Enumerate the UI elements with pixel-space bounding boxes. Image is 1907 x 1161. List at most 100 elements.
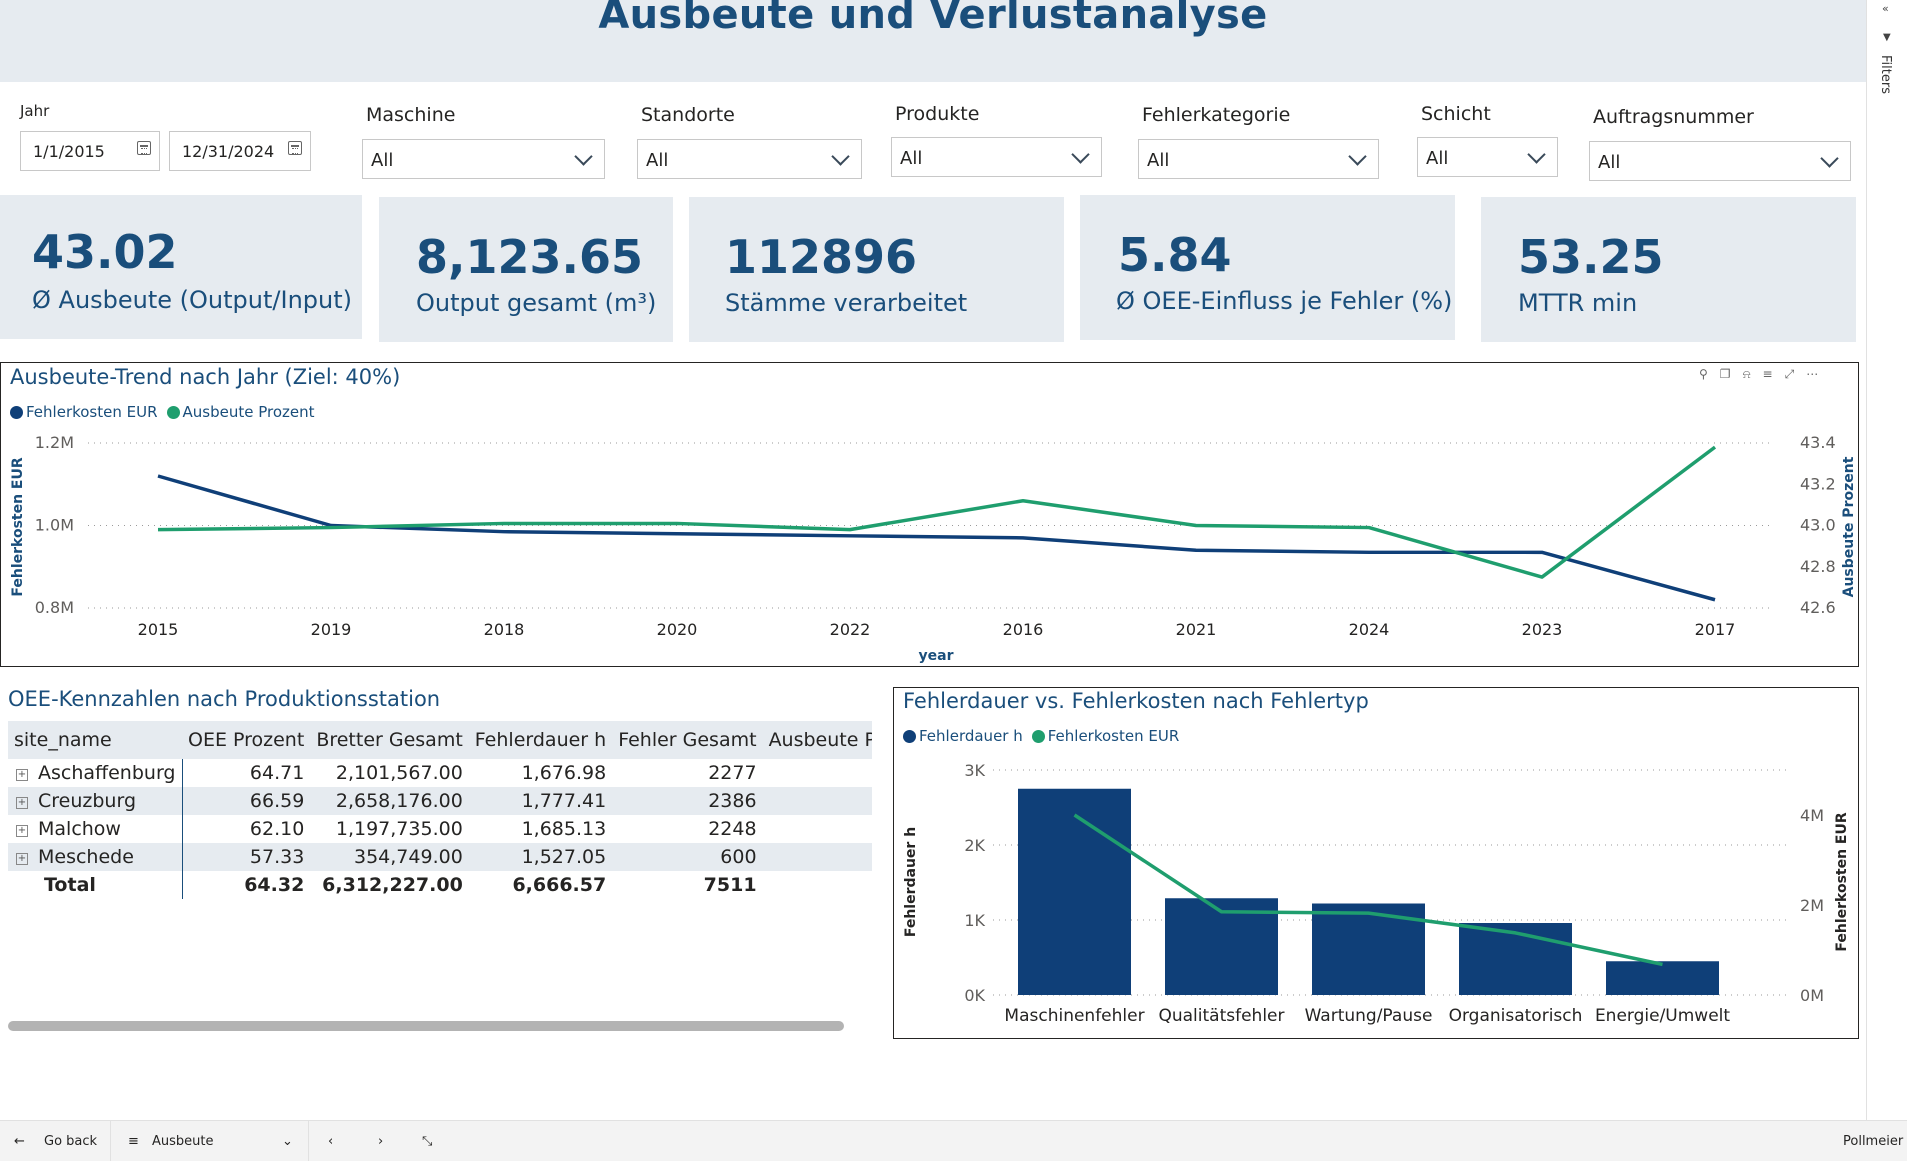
data-point[interactable] — [1364, 523, 1374, 533]
fehlerkategorie-value: All — [1147, 150, 1170, 171]
data-point[interactable] — [1364, 547, 1374, 557]
data-point[interactable] — [326, 523, 336, 533]
series-line[interactable] — [157, 474, 1716, 602]
column-header[interactable]: Fehler Gesamt — [612, 721, 763, 759]
column-header[interactable]: Fehlerdauer h — [468, 721, 613, 759]
total-cell: 6,312,227.00 — [310, 871, 469, 899]
slicer-label-produkte: Produkte — [895, 103, 980, 125]
table-row[interactable]: +Malchow 62.10 1,197,735.00 1,685.13 2248 40.… — [8, 815, 872, 843]
column-header[interactable]: OEE Prozent — [182, 721, 311, 759]
bar[interactable] — [1606, 961, 1719, 995]
data-point[interactable] — [153, 471, 163, 481]
data-point[interactable] — [845, 525, 855, 535]
copy-icon[interactable]: ❐ — [1719, 367, 1731, 381]
table-cell: 354,749.00 — [310, 843, 469, 871]
site-name-cell: + Meschede — [8, 843, 183, 871]
next-page-icon[interactable]: › — [378, 1134, 384, 1149]
chevron-down-icon[interactable]: ⌄ — [282, 1134, 293, 1149]
schicht-value: All — [1426, 148, 1449, 169]
expand-chevron-icon[interactable]: « — [1882, 2, 1889, 15]
slicer-label-maschine: Maschine — [366, 104, 456, 126]
calendar-icon[interactable] — [288, 141, 302, 155]
table-horizontal-scrollbar[interactable] — [8, 1021, 844, 1031]
column-header[interactable]: Bretter Gesamt — [310, 721, 469, 759]
filter-funnel-icon: ▼ — [1883, 32, 1891, 43]
bar[interactable] — [1018, 788, 1131, 995]
oee-table[interactable]: site_name OEE Prozent Bretter Gesamt Fehler… — [8, 721, 872, 903]
expand-plus-icon[interactable]: + — [16, 797, 28, 809]
calendar-icon[interactable] — [137, 141, 151, 155]
x-tick-label: 2022 — [830, 620, 871, 639]
x-tick-label: Qualitätsfehler — [1158, 1006, 1284, 1026]
table-title: OEE-Kennzahlen nach Produktionsstation — [8, 687, 441, 711]
legend-item-fehlerkosten[interactable]: Fehlerkosten EUR — [1031, 727, 1180, 745]
legend-dot-navy — [10, 405, 23, 419]
x-tick-label: Wartung/Pause — [1305, 1006, 1433, 1026]
back-arrow-icon[interactable]: ← — [14, 1134, 25, 1149]
bar-chart-legend: Fehlerdauer h Fehlerkosten EUR — [903, 727, 1185, 745]
series-line[interactable] — [1073, 813, 1663, 967]
x-tick-label: 2019 — [311, 620, 352, 639]
data-point[interactable] — [1191, 521, 1201, 531]
data-point[interactable] — [1018, 533, 1028, 543]
table-row[interactable]: +Creuzburg66.592,658,176.001,777.4123864… — [8, 787, 872, 815]
standorte-dropdown[interactable]: All — [637, 139, 862, 179]
y2-tick-label: 43.2 — [1800, 474, 1836, 493]
expand-plus-icon[interactable]: + — [16, 769, 28, 781]
filter-pane-collapsed[interactable]: « ▼ Filters — [1866, 0, 1907, 1120]
legend-item-ausbeute[interactable]: Ausbeute Prozent — [166, 403, 315, 421]
maschine-dropdown[interactable]: All — [362, 139, 605, 179]
date-end-input[interactable]: 12/31/2024 — [169, 131, 311, 171]
go-back-button[interactable]: Go back — [44, 1134, 98, 1149]
legend-item-fehlerkosten[interactable]: Fehlerkosten EUR — [10, 403, 158, 421]
previous-page-icon[interactable]: ‹ — [328, 1134, 334, 1149]
data-point[interactable] — [1537, 572, 1547, 582]
bar-chart-svg: 0K 1K 2K 3K 0M 2M 4M Fehlerdauer h Fehlerkosten … — [903, 761, 1850, 1026]
legend-item-fehlerdauer[interactable]: Fehlerdauer h — [903, 727, 1023, 745]
site-name-cell: + Aschaffenburg — [8, 759, 183, 787]
chevron-down-icon — [574, 147, 593, 166]
page-selector[interactable]: Ausbeute — [152, 1134, 214, 1149]
more-options-icon[interactable]: ⋯ — [1806, 367, 1819, 381]
series-line[interactable] — [157, 445, 1717, 579]
auftragsnummer-dropdown[interactable]: All — [1589, 141, 1851, 181]
schicht-dropdown[interactable]: All — [1417, 137, 1558, 177]
footer-divider — [308, 1121, 309, 1161]
focus-mode-icon[interactable]: ⤢ — [1784, 367, 1795, 381]
table-row[interactable]: + Aschaffenburg 64.71 2,101,567.00 1,676.98 2… — [8, 759, 872, 787]
column-header[interactable]: site_name — [8, 721, 182, 759]
fehlerkategorie-dropdown[interactable]: All — [1138, 139, 1379, 179]
data-point[interactable] — [1537, 547, 1547, 557]
data-point[interactable] — [499, 518, 509, 528]
bar[interactable] — [1165, 898, 1278, 995]
column-header[interactable]: Ausbeute Prozent — [762, 721, 872, 759]
report-footer: ← Go back ≡ Ausbeute ⌄ ‹ › ⤡ Pollmeier — [0, 1120, 1907, 1161]
alert-bell-icon[interactable]: ⍾ — [1742, 367, 1751, 381]
produkte-dropdown[interactable]: All — [891, 137, 1102, 177]
data-point[interactable] — [1710, 595, 1720, 605]
trend-chart-title: Ausbeute-Trend nach Jahr (Ziel: 40%) — [10, 365, 401, 389]
bar[interactable] — [1459, 923, 1572, 995]
filter-pane-label[interactable]: Filters — [1878, 55, 1893, 94]
data-point[interactable] — [672, 518, 682, 528]
filter-icon[interactable]: ≡ — [1762, 367, 1773, 381]
data-point[interactable] — [1018, 496, 1028, 506]
y2-tick-label: 42.6 — [1800, 598, 1836, 617]
data-point[interactable] — [1191, 545, 1201, 555]
kpi-label: Stämme verarbeitet — [725, 289, 968, 317]
pin-icon[interactable]: ⚲ — [1699, 367, 1708, 381]
chevron-down-icon — [1071, 145, 1090, 164]
data-point[interactable] — [672, 529, 682, 539]
expand-plus-icon[interactable]: + — [16, 825, 28, 837]
trend-chart-svg: 0.8M 1.0M 1.2M 42.6 42.8 43.0 43.2 43.4 2015 2019… — [10, 433, 1857, 664]
data-point[interactable] — [153, 525, 163, 535]
visual-header-icons: ⚲ ❐ ⍾ ≡ ⤢ ⋯ — [1699, 367, 1818, 382]
collapse-icon[interactable]: ⤡ — [422, 1134, 433, 1149]
data-point[interactable] — [1710, 442, 1720, 452]
trend-chart-visual[interactable] — [0, 362, 1859, 667]
expand-plus-icon[interactable]: + — [16, 853, 28, 865]
date-start-input[interactable]: 1/1/2015 — [20, 131, 160, 171]
legend-label: Fehlerkosten EUR — [1047, 727, 1180, 745]
